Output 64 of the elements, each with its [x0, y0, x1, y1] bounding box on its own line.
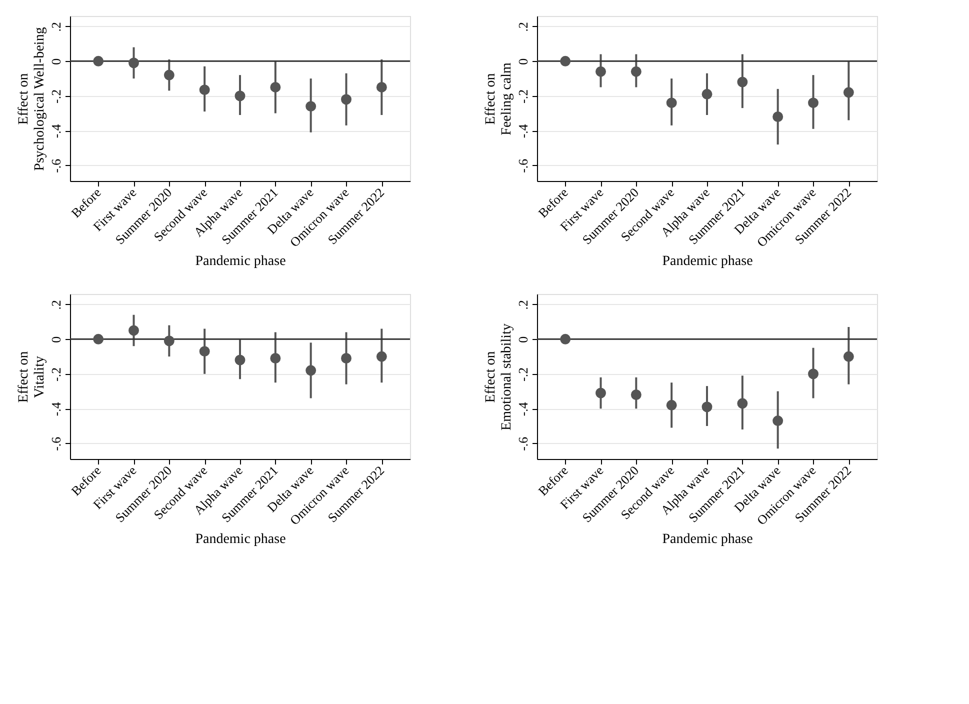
point — [234, 90, 246, 102]
point — [164, 70, 174, 80]
point — [341, 353, 352, 364]
point — [306, 365, 316, 376]
x-axis-title: Pandemic phase — [662, 532, 753, 547]
x-axis-title: Pandemic phase — [662, 254, 753, 269]
point — [772, 416, 784, 426]
y-axis-title: Effect on Feeling calm — [484, 62, 514, 136]
point — [843, 87, 854, 98]
point — [164, 336, 174, 346]
point — [702, 88, 712, 100]
y-tick-label: 0 — [516, 58, 530, 65]
y-tick-label: 0 — [48, 336, 64, 343]
y-tick-label: -.6 — [516, 436, 530, 451]
y-tick-label: .2 — [516, 22, 530, 32]
point — [93, 334, 104, 344]
point — [808, 368, 818, 380]
y-tick-label: -.4 — [516, 124, 530, 138]
point — [306, 101, 316, 112]
y-tick-label: -.6 — [516, 158, 530, 173]
y-tick-label: -.2 — [48, 89, 64, 104]
y-tick-label: .2 — [516, 300, 530, 310]
y-tick-label: 0 — [516, 336, 530, 343]
point — [702, 402, 712, 412]
point — [560, 56, 571, 66]
y-tick-label: -.2 — [516, 89, 530, 104]
point — [376, 351, 387, 362]
point — [128, 58, 139, 68]
point — [234, 354, 246, 366]
point — [341, 94, 352, 105]
point — [596, 66, 606, 77]
y-tick-label: .2 — [48, 300, 64, 310]
point — [772, 112, 784, 122]
point — [737, 76, 748, 88]
x-axis-title: Pandemic phase — [195, 254, 286, 269]
y-axis-title: Effect on Vitality — [16, 351, 48, 403]
y-axis-title: Effect on Emotional stability — [484, 324, 514, 430]
y-axis-title: Effect on Psychological Well-being — [16, 27, 48, 171]
point — [630, 66, 642, 77]
point — [199, 84, 210, 96]
point — [630, 390, 642, 400]
x-axis-title: Pandemic phase — [195, 532, 286, 547]
point — [376, 82, 387, 92]
point — [560, 334, 571, 344]
point — [843, 351, 854, 362]
point — [128, 325, 139, 336]
point — [808, 98, 818, 108]
point — [666, 98, 677, 108]
y-tick-label: -.2 — [516, 367, 530, 382]
y-tick-label: -.4 — [48, 402, 64, 416]
point — [93, 56, 104, 66]
point — [596, 388, 606, 398]
point — [737, 398, 748, 409]
y-tick-label: 0 — [48, 58, 64, 65]
y-tick-label: -.6 — [48, 158, 64, 173]
y-tick-label: -.4 — [516, 402, 530, 416]
y-tick-label: .2 — [48, 22, 64, 32]
y-tick-label: -.4 — [48, 124, 64, 138]
y-tick-label: -.6 — [48, 436, 64, 451]
point — [199, 346, 210, 357]
point — [270, 353, 281, 364]
y-tick-label: -.2 — [48, 367, 64, 382]
point — [666, 400, 677, 410]
point — [270, 82, 281, 92]
